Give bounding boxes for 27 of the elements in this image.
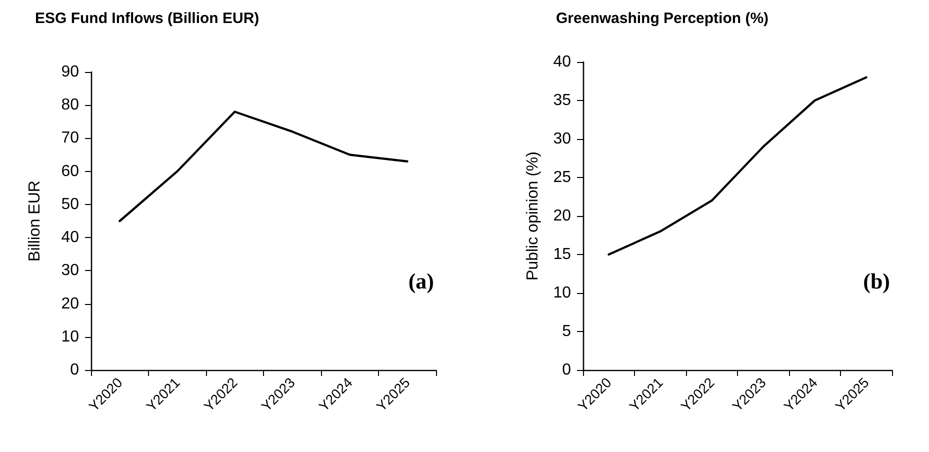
y-tick-label: 40 bbox=[61, 229, 80, 246]
chart-title: ESG Fund Inflows (Billion EUR) bbox=[35, 10, 260, 27]
annotation: (a) bbox=[408, 268, 434, 294]
y-tick-label: 40 bbox=[553, 54, 572, 70]
y-tick-label: 10 bbox=[553, 284, 572, 302]
chart-title: Greenwashing Perception (%) bbox=[556, 10, 769, 27]
y-tick-label: 80 bbox=[61, 96, 80, 114]
y-tick-label: 30 bbox=[61, 262, 80, 280]
y-tick-label: 30 bbox=[553, 130, 572, 148]
y-tick-label: 10 bbox=[61, 328, 80, 346]
y-tick-label: 25 bbox=[553, 169, 572, 186]
line-series bbox=[608, 76, 868, 256]
y-tick-label: 20 bbox=[553, 208, 572, 224]
y-tick-label: 90 bbox=[61, 64, 80, 80]
annotation: (b) bbox=[863, 268, 890, 294]
y-tick-label: 0 bbox=[70, 362, 80, 378]
y-tick-label: 15 bbox=[553, 246, 572, 263]
y-tick-label: 0 bbox=[562, 362, 572, 378]
y-tick-label: 50 bbox=[61, 196, 80, 213]
y-axis-title: Public opinion (%) bbox=[524, 152, 542, 280]
y-tick-label: 70 bbox=[61, 130, 80, 147]
y-tick-label: 60 bbox=[61, 162, 80, 180]
y-tick-label: 35 bbox=[553, 92, 572, 109]
y-axis-title: Billion EUR bbox=[26, 180, 44, 262]
y-tick-label: 20 bbox=[61, 295, 80, 312]
y-tick-label: 5 bbox=[562, 323, 572, 340]
line-series bbox=[118, 110, 408, 222]
